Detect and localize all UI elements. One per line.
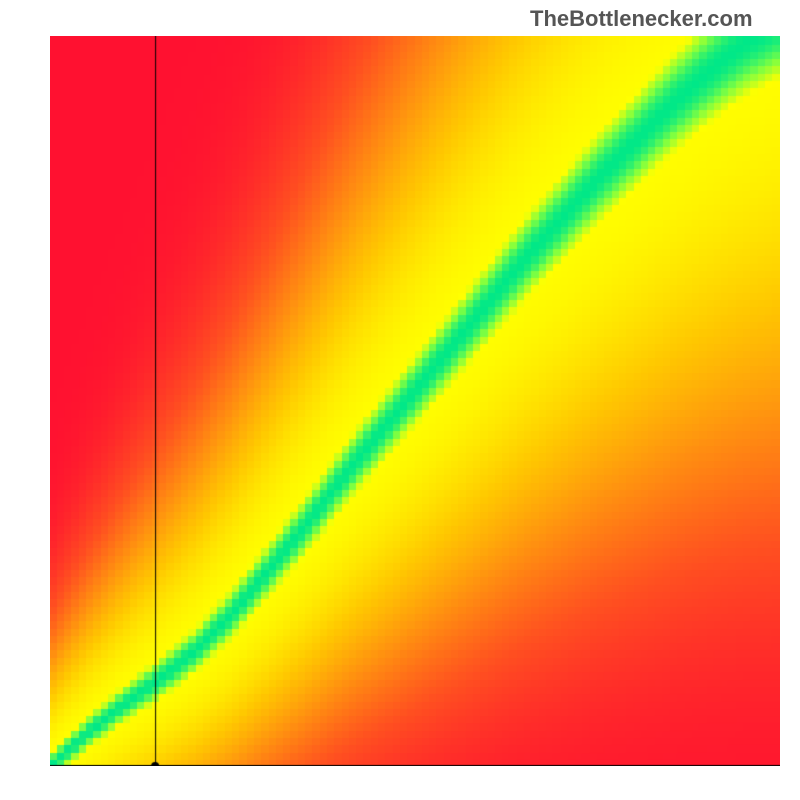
watermark-text: TheBottlenecker.com <box>530 6 753 32</box>
bottleneck-heatmap <box>50 36 780 766</box>
chart-container: TheBottlenecker.com <box>0 0 800 800</box>
